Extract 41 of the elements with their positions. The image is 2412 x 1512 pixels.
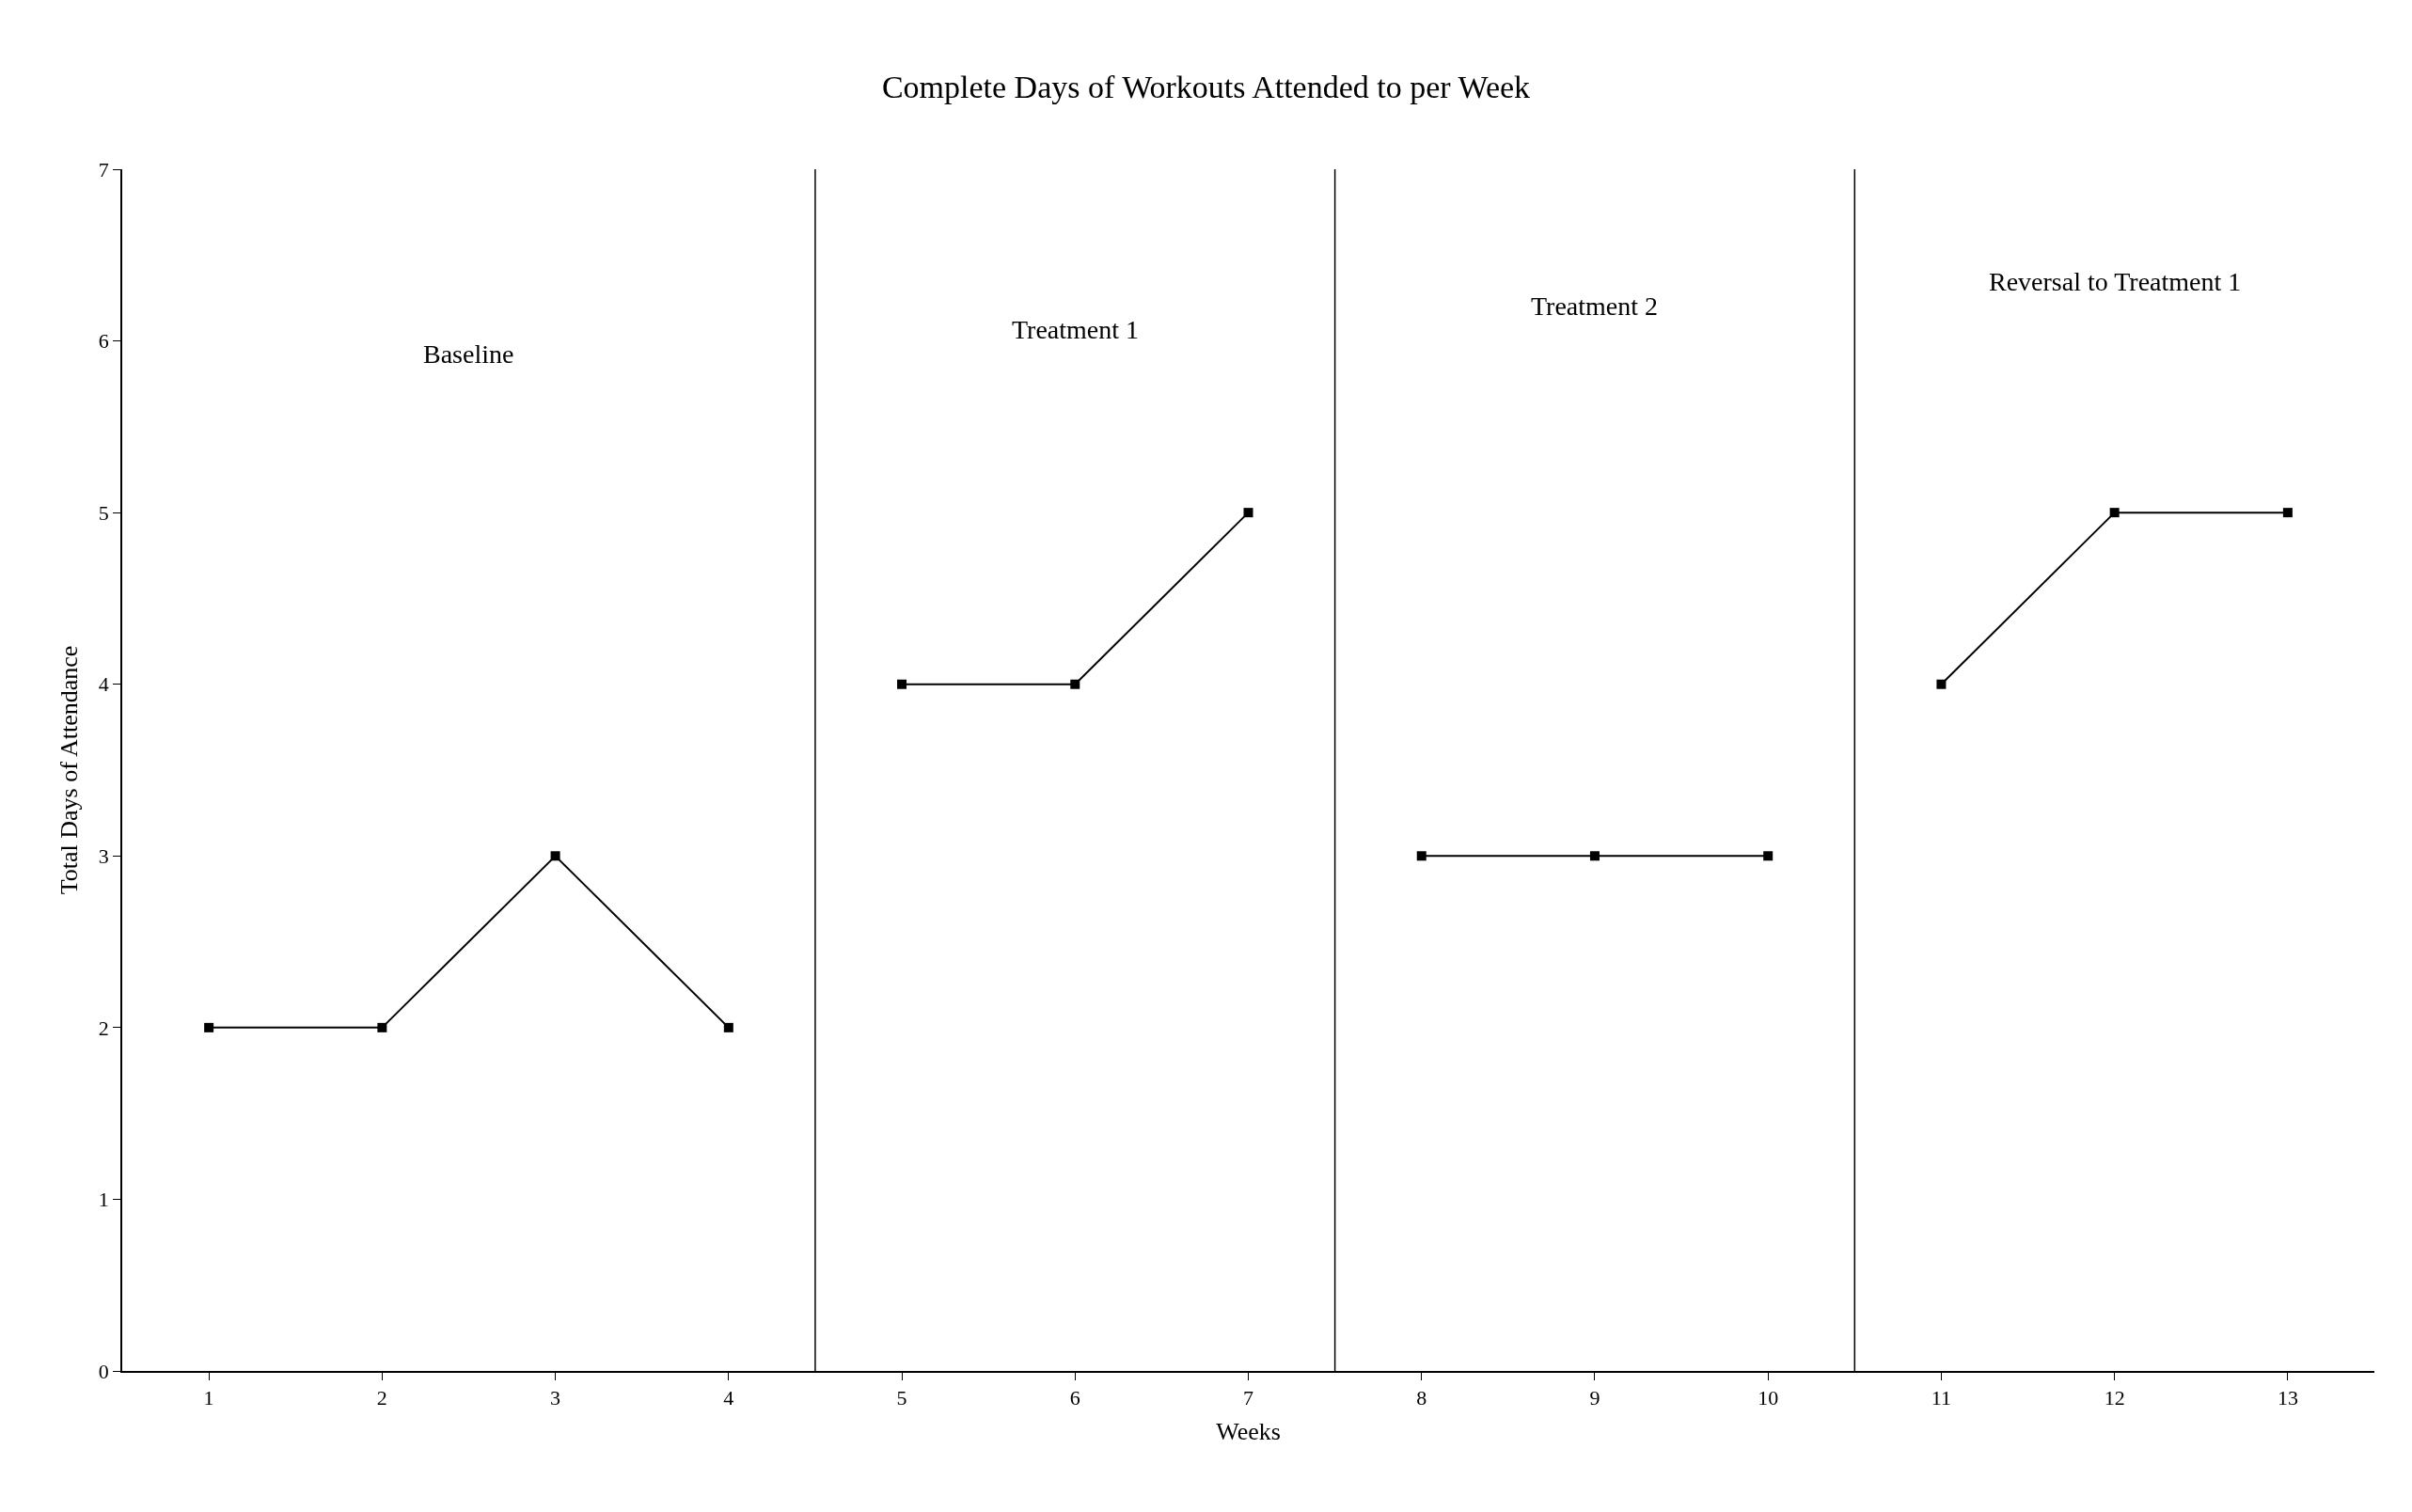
point [1936, 679, 1947, 689]
point [897, 679, 907, 689]
annotation: Baseline [423, 339, 514, 369]
point [2282, 508, 2293, 518]
annotation: Treatment 2 [1531, 291, 1659, 321]
point [1070, 679, 1080, 689]
y-tick-label: 6 [98, 329, 109, 354]
x-tick-label: 2 [376, 1386, 387, 1410]
x-axis-title: Weeks [1216, 1418, 1281, 1446]
x-tick-label: 5 [896, 1386, 907, 1410]
point [2109, 508, 2120, 518]
x-tick-label: 8 [1416, 1386, 1427, 1410]
y-axis-title: Total Days of Attendance [55, 645, 83, 895]
point [204, 1022, 214, 1032]
point [377, 1022, 387, 1032]
point [1416, 851, 1427, 861]
x-tick-label: 12 [2104, 1386, 2125, 1410]
chart-title: Complete Days of Workouts Attended to per Week [881, 70, 1531, 105]
point [1589, 851, 1600, 861]
x-tick-label: 13 [2277, 1386, 2298, 1410]
x-tick-label: 10 [1758, 1386, 1779, 1410]
y-tick-label: 5 [98, 500, 109, 525]
y-tick-label: 4 [98, 672, 109, 697]
x-tick-label: 6 [1069, 1386, 1080, 1410]
x-tick-label: 4 [723, 1386, 734, 1410]
point [1243, 508, 1253, 518]
point [550, 851, 560, 861]
annotation: Treatment 1 [1012, 315, 1140, 344]
y-tick-label: 2 [98, 1016, 109, 1040]
y-tick-label: 3 [98, 843, 109, 868]
x-tick-label: 11 [1931, 1386, 1952, 1410]
x-tick-label: 3 [550, 1386, 561, 1410]
y-tick-label: 1 [98, 1188, 109, 1212]
x-tick-label: 1 [203, 1386, 214, 1410]
annotation: Reversal to Treatment 1 [1989, 267, 2242, 296]
point [723, 1022, 733, 1032]
x-tick-label: 7 [1243, 1386, 1253, 1410]
y-tick-label: 7 [98, 157, 109, 181]
y-tick-label: 0 [98, 1359, 109, 1383]
point [1763, 851, 1774, 861]
x-tick-label: 9 [1589, 1386, 1600, 1410]
